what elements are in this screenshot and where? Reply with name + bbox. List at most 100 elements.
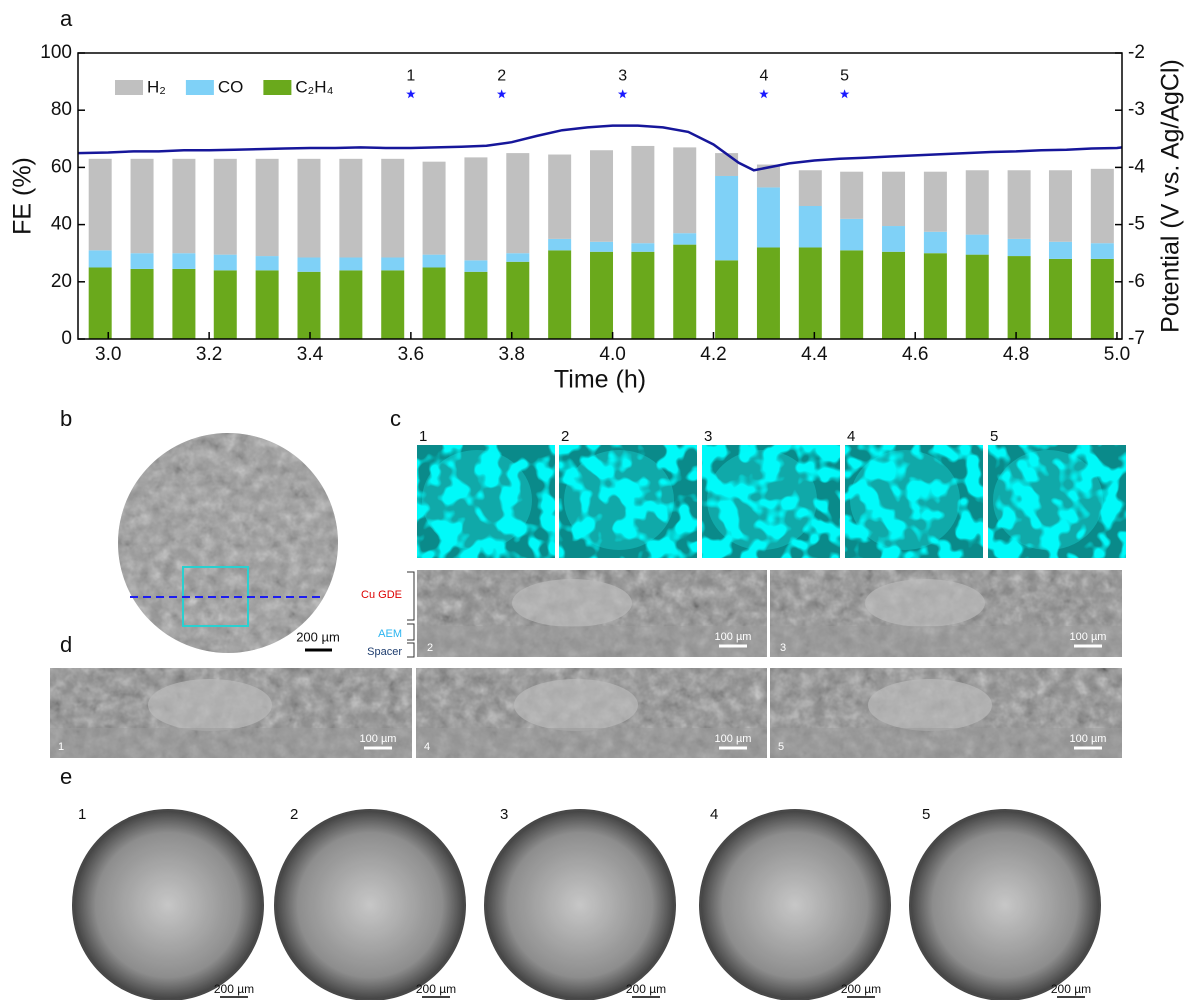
map-label: 5 bbox=[990, 428, 998, 445]
bar-segment bbox=[631, 243, 654, 252]
xray-texture bbox=[276, 811, 464, 999]
map-label: 3 bbox=[704, 428, 712, 445]
scale-bar-label: 200 µm bbox=[626, 982, 666, 996]
x-tick-label: 5.0 bbox=[1104, 344, 1130, 365]
bar-segment bbox=[339, 270, 362, 339]
x-tick-label: 3.4 bbox=[297, 344, 324, 365]
bar-segment bbox=[297, 257, 320, 271]
sem-texture bbox=[118, 433, 338, 653]
bar-segment bbox=[131, 253, 154, 269]
bar-segment bbox=[89, 250, 112, 267]
y2-axis-title: Potential (V vs. Ag/AgCl) bbox=[1157, 59, 1185, 333]
panel-label: c bbox=[390, 406, 401, 431]
bar-segment bbox=[464, 157, 487, 260]
figure: 020406080100-2-3-4-5-6-73.03.23.43.63.84… bbox=[0, 0, 1189, 1000]
panel-label: b bbox=[60, 406, 72, 431]
bar-segment bbox=[172, 269, 195, 339]
bar-segment bbox=[381, 257, 404, 270]
bar-segment bbox=[256, 256, 279, 270]
cu-cluster bbox=[514, 679, 638, 731]
scale-bar-label: 100 µm bbox=[715, 733, 752, 745]
x-tick-label: 4.2 bbox=[700, 344, 726, 365]
bar-segment bbox=[715, 176, 738, 260]
annotation-label: 5 bbox=[840, 67, 849, 84]
annotation-star bbox=[840, 89, 850, 98]
bar-segment bbox=[297, 159, 320, 258]
section-label: 1 bbox=[58, 741, 64, 753]
eds-blobs bbox=[559, 445, 697, 558]
bar-segment bbox=[673, 233, 696, 244]
x-axis-title: Time (h) bbox=[554, 366, 646, 394]
bar-segment bbox=[339, 159, 362, 258]
bar-segment bbox=[924, 253, 947, 339]
scale-bar-label: 100 µm bbox=[1070, 631, 1107, 643]
bar-segment bbox=[966, 170, 989, 234]
section-label: 4 bbox=[424, 741, 430, 753]
x-tick-label: 4.0 bbox=[599, 344, 625, 365]
cu-cluster bbox=[868, 679, 992, 731]
bar-segment bbox=[423, 162, 446, 255]
annotation-star bbox=[406, 89, 416, 98]
cu-cluster bbox=[865, 579, 985, 627]
eds-blobs bbox=[702, 445, 840, 558]
bar-segment bbox=[840, 250, 863, 339]
image-panels bbox=[50, 433, 1126, 1000]
bar-segment bbox=[423, 255, 446, 268]
bar-segment bbox=[339, 257, 362, 270]
bar-segment bbox=[715, 260, 738, 339]
bar-segment bbox=[673, 147, 696, 233]
bar-segment bbox=[673, 245, 696, 339]
cu-cluster bbox=[148, 679, 272, 731]
bar-segment bbox=[464, 272, 487, 339]
bar-segment bbox=[799, 206, 822, 247]
xray-texture bbox=[486, 811, 674, 999]
legend-label: CO bbox=[218, 77, 244, 96]
section-label: 5 bbox=[778, 741, 784, 753]
y2-tick-label: -2 bbox=[1128, 42, 1145, 63]
annotation-star bbox=[497, 89, 507, 98]
xray-texture bbox=[701, 811, 889, 999]
bar-segment bbox=[548, 250, 571, 339]
bar-segment bbox=[1049, 170, 1072, 242]
bar-segment bbox=[840, 219, 863, 250]
bar-segment bbox=[799, 247, 822, 339]
bar-segment bbox=[256, 270, 279, 339]
bar-segment bbox=[840, 172, 863, 219]
bar-segment bbox=[882, 252, 905, 339]
scale-bar-label: 200 µm bbox=[214, 982, 254, 996]
y-tick-label: 80 bbox=[51, 99, 72, 120]
image-label: 5 bbox=[922, 806, 930, 823]
annotation-label: 3 bbox=[618, 67, 627, 84]
y-tick-label: 100 bbox=[40, 42, 72, 63]
bar-segment bbox=[464, 260, 487, 271]
eds-blobs bbox=[988, 445, 1126, 558]
y2-tick-label: -6 bbox=[1128, 271, 1145, 292]
bar-segment bbox=[172, 159, 195, 253]
bar-segment bbox=[1091, 243, 1114, 259]
annotation-label: 2 bbox=[497, 67, 506, 84]
map-label: 2 bbox=[561, 428, 569, 445]
bar-segment bbox=[590, 252, 613, 339]
bar-segment bbox=[256, 159, 279, 256]
bar-segment bbox=[89, 159, 112, 251]
bar-segment bbox=[89, 268, 112, 340]
bar-segment bbox=[214, 159, 237, 255]
image-label: 2 bbox=[290, 806, 298, 823]
annotation-star bbox=[759, 89, 769, 98]
x-tick-label: 3.8 bbox=[499, 344, 525, 365]
y2-tick-label: -4 bbox=[1128, 156, 1145, 177]
image-label: 4 bbox=[710, 806, 718, 823]
layer-bracket bbox=[407, 643, 414, 657]
image-label: 3 bbox=[500, 806, 508, 823]
bar-segment bbox=[423, 268, 446, 340]
x-tick-label: 4.6 bbox=[902, 344, 928, 365]
x-tick-label: 3.2 bbox=[196, 344, 222, 365]
bar-segment bbox=[631, 252, 654, 339]
xray-texture bbox=[74, 811, 262, 999]
scale-bar-label: 200 µm bbox=[296, 629, 340, 644]
bar-segment bbox=[590, 150, 613, 242]
y2-tick-label: -5 bbox=[1128, 214, 1145, 235]
bar-segment bbox=[631, 146, 654, 243]
layer-bracket bbox=[407, 572, 414, 620]
bar-segment bbox=[715, 153, 738, 176]
